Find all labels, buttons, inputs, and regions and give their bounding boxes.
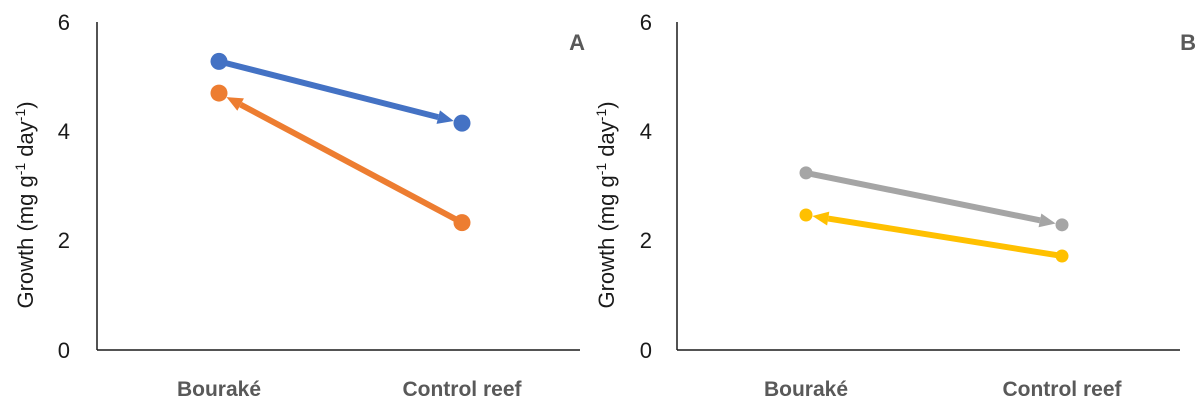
arrow-head [812, 211, 830, 226]
chart-panel-b: 0 2 4 6 Bouraké Control reef B Growth (m… [593, 10, 1196, 401]
y-tick-label: 6 [640, 10, 652, 35]
y-axis-label-b: Growth (mg g-1 day-1) [593, 101, 619, 308]
series-line [218, 58, 439, 121]
panel-label-b: B [1180, 30, 1196, 55]
arrow-head [226, 97, 244, 111]
data-point [453, 114, 471, 132]
series-line [805, 169, 1041, 224]
y-tick-label: 0 [58, 338, 70, 363]
data-point [1055, 218, 1069, 232]
x-category-label: Bouraké [764, 378, 848, 401]
series-group-a [210, 52, 471, 232]
y-tick-label: 0 [640, 338, 652, 363]
series-line [827, 215, 1063, 259]
data-point [799, 166, 813, 180]
arrow-head [436, 110, 454, 124]
y-tick-label: 6 [58, 10, 70, 35]
y-tick-label: 2 [640, 228, 652, 253]
data-point [1055, 249, 1069, 263]
data-point [210, 52, 228, 70]
x-category-label: Bouraké [177, 378, 261, 401]
data-point [799, 208, 813, 222]
x-category-label: Control reef [402, 378, 522, 401]
data-point [210, 84, 228, 102]
y-tick-label: 2 [58, 228, 70, 253]
data-point [453, 214, 471, 232]
arrow-head [1038, 213, 1056, 228]
chart-panel-a: 0 2 4 6 Bouraké Control reef A Growth (m… [12, 10, 585, 401]
y-tick-label: 4 [58, 119, 70, 144]
y-tick-label: 4 [640, 119, 652, 144]
series-line [239, 101, 464, 226]
x-category-label: Control reef [1002, 378, 1122, 401]
panel-label-a: A [569, 30, 585, 55]
y-axis-label-a: Growth (mg g-1 day-1) [12, 101, 38, 308]
series-group-b [799, 166, 1069, 263]
